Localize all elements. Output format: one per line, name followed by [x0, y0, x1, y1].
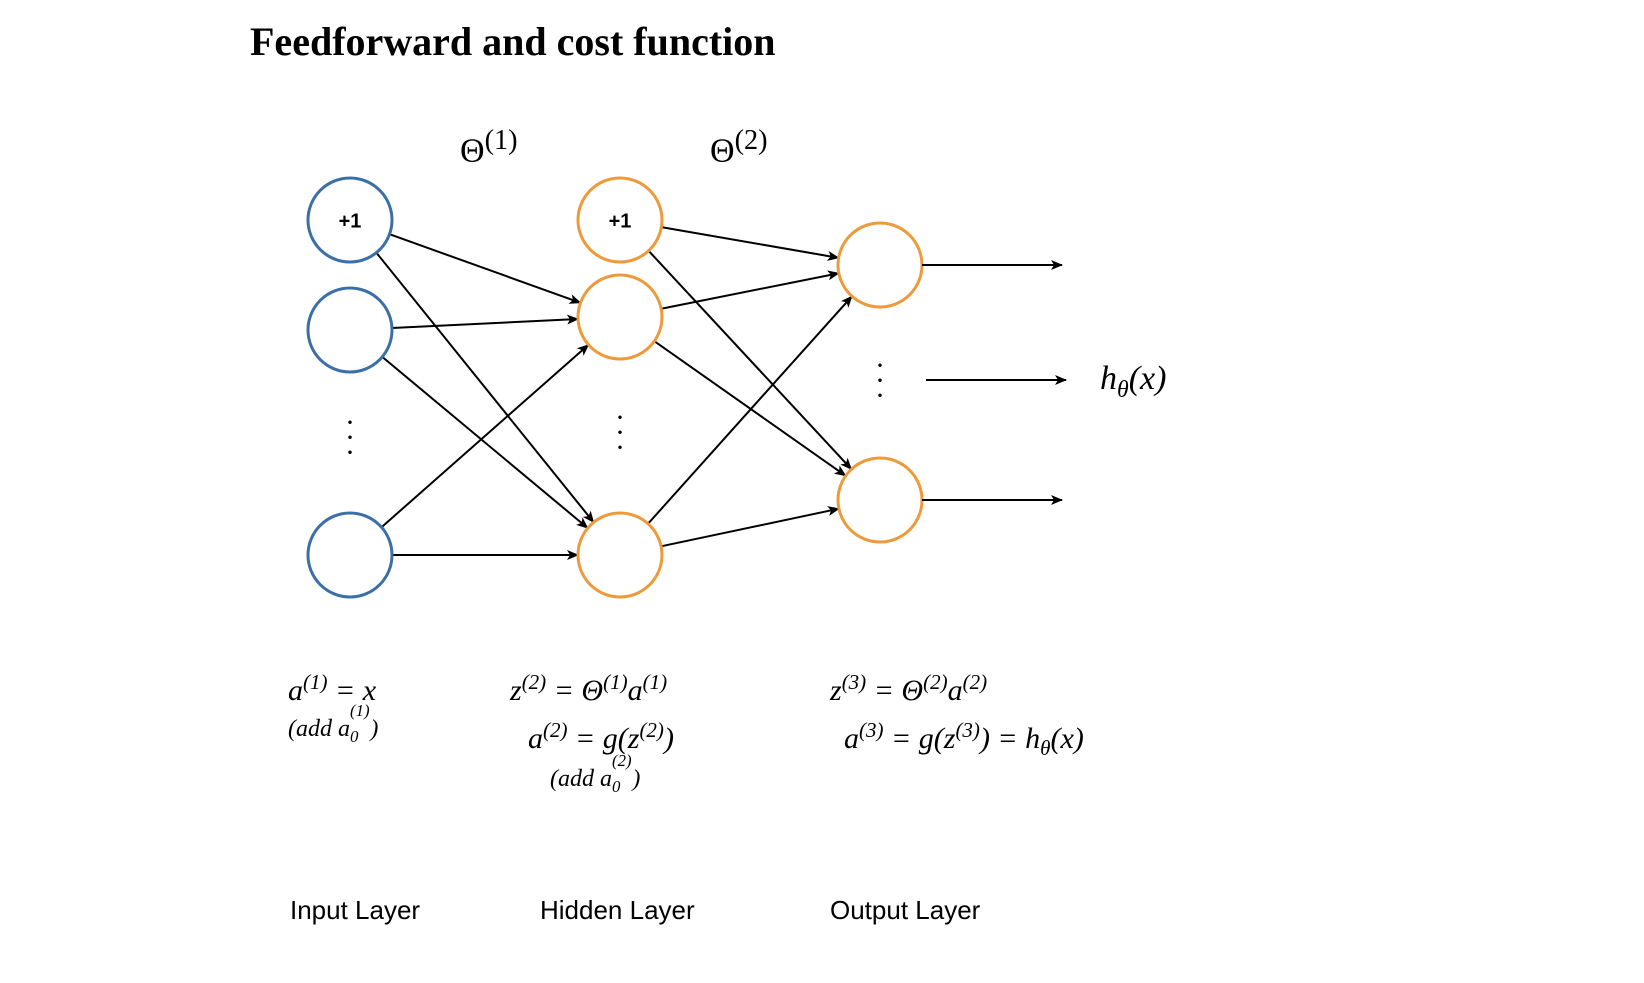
edge: [382, 357, 587, 528]
edge: [648, 296, 852, 523]
edge: [390, 234, 581, 303]
node-iN: [308, 513, 392, 597]
equations-output: z(3) = Θ(2)a(2) a(3) = g(z(3)) = hθ(x): [830, 670, 1084, 761]
output-arrows-group: [922, 265, 1066, 500]
eq-a3: a(3) = g(z(3)) = hθ(x): [844, 718, 1084, 761]
theta-2-label: Θ(2): [710, 125, 768, 170]
nodes-group: +1 +1: [308, 178, 922, 597]
node-label-h0: +1: [609, 210, 632, 232]
node-label-i0: +1: [339, 210, 362, 232]
output-layer-label: Output Layer: [830, 895, 980, 926]
edge: [649, 251, 852, 469]
node-hN: [578, 513, 662, 597]
input-layer-vdots: ···: [345, 415, 355, 460]
edge: [661, 509, 839, 547]
nn-diagram: +1 +1: [0, 0, 1644, 983]
edge: [392, 319, 578, 328]
eq-z3: z(3) = Θ(2)a(2): [830, 670, 1084, 708]
edge: [382, 345, 589, 527]
page-root: Feedforward and cost function +1+1 Θ(1) …: [0, 0, 1644, 983]
node-o1: [838, 223, 922, 307]
equations-input: a(1) = x (add a(1)0 ): [288, 670, 378, 747]
eq-add-a20: (add a(2)0 ): [550, 766, 674, 797]
eq-add-a10: (add a(1)0 ): [288, 716, 378, 747]
hidden-layer-vdots: ···: [615, 410, 625, 455]
edge: [376, 253, 593, 523]
edge: [661, 227, 838, 258]
node-i1: [308, 288, 392, 372]
eq-a2: a(2) = g(z(2)): [528, 718, 674, 756]
node-h1: [578, 275, 662, 359]
eq-z2: z(2) = Θ(1)a(1): [510, 670, 674, 708]
equations-hidden: z(2) = Θ(1)a(1) a(2) = g(z(2)) (add a(2)…: [510, 670, 674, 797]
hypothesis-label: hθ(x): [1100, 360, 1166, 404]
input-layer-label: Input Layer: [290, 895, 420, 926]
edge: [661, 273, 839, 309]
theta-1-label: Θ(1): [460, 125, 518, 170]
hidden-layer-label: Hidden Layer: [540, 895, 695, 926]
output-layer-vdots: ···: [875, 358, 885, 403]
node-oK: [838, 458, 922, 542]
